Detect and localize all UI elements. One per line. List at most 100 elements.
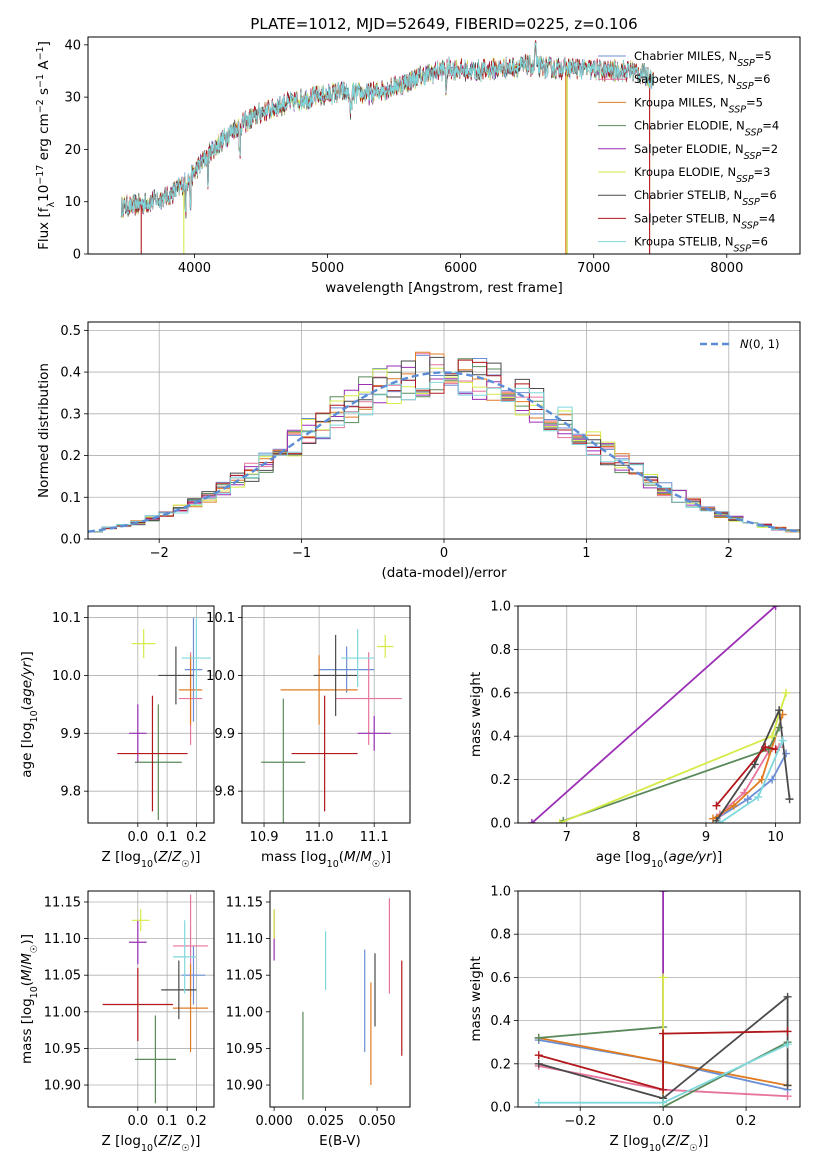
mass-weight-marker xyxy=(783,1081,792,1090)
mass-weight-marker xyxy=(534,1059,543,1068)
y-tick-label: 11.05 xyxy=(44,969,81,984)
x-axis-label: age [log10(age/yr)] xyxy=(596,849,722,870)
mass-weight-line xyxy=(563,727,780,822)
mass-weight-line xyxy=(559,692,787,823)
x-tick-label: 0 xyxy=(440,546,448,561)
legend-entry: Chabrier MILES, NSSP=5 xyxy=(634,49,772,69)
x-axis-label: (data-model)/error xyxy=(381,565,507,581)
mass-weight-marker xyxy=(757,775,766,784)
mass-weight-marker xyxy=(783,992,792,1001)
mass-weight-marker xyxy=(761,743,770,752)
mass-weight-line xyxy=(538,1030,788,1091)
y-tick-label: 11.00 xyxy=(226,1005,263,1020)
y-tick-label: 11.05 xyxy=(226,969,263,984)
legend-entry: Chabrier STELIB, NSSP=6 xyxy=(634,188,777,208)
mass-weight-marker xyxy=(729,801,738,810)
y-tick-label: 11.10 xyxy=(226,932,263,947)
y-axis-label: mass weight xyxy=(468,672,484,757)
mass-weight-marker xyxy=(783,1027,792,1036)
x-tick-label: 0.0 xyxy=(653,1114,674,1129)
weight-vs-age-grid xyxy=(518,605,800,824)
x-tick-label: 0.000 xyxy=(256,1114,293,1129)
mass-weight-marker xyxy=(785,795,794,804)
x-tick-label: 10 xyxy=(767,830,784,845)
y-tick-label: 10.1 xyxy=(52,611,81,626)
axes-frame xyxy=(269,890,411,1108)
residuals-panel: −2 −1 0 1 2 0.0 0.1 0.2 0.3 0.4 0.5 (data-model)/er… xyxy=(36,321,801,581)
y-tick-label: 0.4 xyxy=(490,730,511,745)
mass-weight-line xyxy=(715,706,791,822)
y-axis-label: Normed distribution xyxy=(36,363,52,498)
x-tick-label: −1 xyxy=(292,546,311,561)
x-tick-label: 0.0 xyxy=(127,830,148,845)
mass-weight-line xyxy=(712,714,784,820)
mass-weight-marker xyxy=(534,1098,543,1107)
residual-histogram xyxy=(88,371,800,533)
weight-vs-Z-plot-area xyxy=(534,891,792,1107)
spectrum-legend: Chabrier MILES, NSSP=5 Salpeter MILES, NS… xyxy=(598,49,779,254)
mass-weight-marker xyxy=(712,816,721,823)
mass-weight-marker xyxy=(715,819,724,823)
x-tick-label: 7000 xyxy=(577,261,610,276)
x-tick-label: 10.9 xyxy=(250,830,279,845)
x-axis-label: wavelength [Angstrom, rest frame] xyxy=(325,280,563,296)
chart-title: PLATE=1012, MJD=52649, FIBERID=0225, z=0… xyxy=(250,15,637,33)
y-tick-label: 0.2 xyxy=(490,773,511,788)
mass-weight-marker xyxy=(659,1029,668,1038)
y-tick-label: 20 xyxy=(64,143,81,158)
y-tick-label: 0.4 xyxy=(60,366,81,381)
y-axis-label: mass [log10(M/M☉)] xyxy=(19,934,40,1064)
mass-weight-marker xyxy=(778,736,787,745)
x-tick-label: 1 xyxy=(582,546,590,561)
mass-vs-Z-panel: 0.0 0.1 0.2 10.90 10.95 11.00 11.05 11.10 11.15 Z… xyxy=(19,890,215,1154)
mass-weight-marker xyxy=(782,688,791,697)
y-tick-label: 0.6 xyxy=(490,971,511,986)
y-tick-label: 0.8 xyxy=(490,928,511,943)
x-tick-label: 0.1 xyxy=(157,830,178,845)
y-axis-label: Flux [fλ10−17 erg cm−2 s−1 A−1] xyxy=(35,41,57,250)
y-tick-label: 11.15 xyxy=(226,895,263,910)
y-tick-label: 0.5 xyxy=(60,324,81,339)
x-tick-label: 2 xyxy=(725,546,733,561)
age-vs-Z-plot-area xyxy=(117,617,212,821)
mass-vs-Z-plot-area xyxy=(102,894,209,1104)
mass-weight-marker xyxy=(783,1040,792,1049)
y-tick-label: 9.8 xyxy=(60,785,81,800)
x-tick-label: 0.1 xyxy=(157,1114,178,1129)
y-tick-label: 40 xyxy=(64,38,81,53)
x-tick-label: −0.2 xyxy=(564,1114,596,1129)
y-tick-label: 10.95 xyxy=(226,1042,263,1057)
y-tick-label: 9.8 xyxy=(214,785,235,800)
x-tick-label: 0.025 xyxy=(307,1114,344,1129)
x-tick-label: 6000 xyxy=(444,261,477,276)
y-tick-label: 0.2 xyxy=(490,1057,511,1072)
y-tick-label: 1.0 xyxy=(490,885,511,900)
x-tick-label: 0.2 xyxy=(186,1114,207,1129)
mass-weight-marker xyxy=(783,1092,792,1101)
y-tick-label: 11.15 xyxy=(44,895,81,910)
weight-vs-Z-panel: −0.2 0.0 0.2 0.0 0.2 0.4 0.6 0.8 1.0 Z [log10(Z/Z… xyxy=(468,885,801,1154)
y-tick-label: 10.95 xyxy=(44,1042,81,1057)
x-tick-label: −2 xyxy=(150,546,169,561)
x-tick-label: 0.2 xyxy=(186,830,207,845)
mass-weight-marker xyxy=(659,891,668,895)
y-tick-label: 10 xyxy=(64,195,81,210)
weight-vs-age-plot-area xyxy=(527,606,794,823)
mass-weight-marker xyxy=(659,973,668,982)
y-tick-label: 0.1 xyxy=(60,491,81,506)
mass-weight-marker xyxy=(768,732,777,741)
mass-weight-line xyxy=(531,606,777,823)
mass-weight-marker xyxy=(534,1051,543,1060)
x-axis-label: mass [log10(M/M☉)] xyxy=(261,849,391,870)
legend-entry: Salpeter MILES, NSSP=6 xyxy=(634,72,771,92)
x-tick-label: 7 xyxy=(563,830,571,845)
y-tick-label: 9.9 xyxy=(214,727,235,742)
age-vs-mass-plot-area xyxy=(261,629,402,823)
mass-weight-marker xyxy=(771,606,780,610)
x-tick-label: 0.0 xyxy=(127,1114,148,1129)
weight-vs-age-panel: 7 8 9 10 0.0 0.2 0.4 0.6 0.8 1.0 age [log10(age/yr… xyxy=(468,600,801,870)
age-vs-Z-grid xyxy=(88,606,214,823)
x-tick-label: 11.1 xyxy=(360,830,389,845)
spectrum-series-line xyxy=(120,42,654,218)
mass-weight-marker xyxy=(527,819,536,823)
